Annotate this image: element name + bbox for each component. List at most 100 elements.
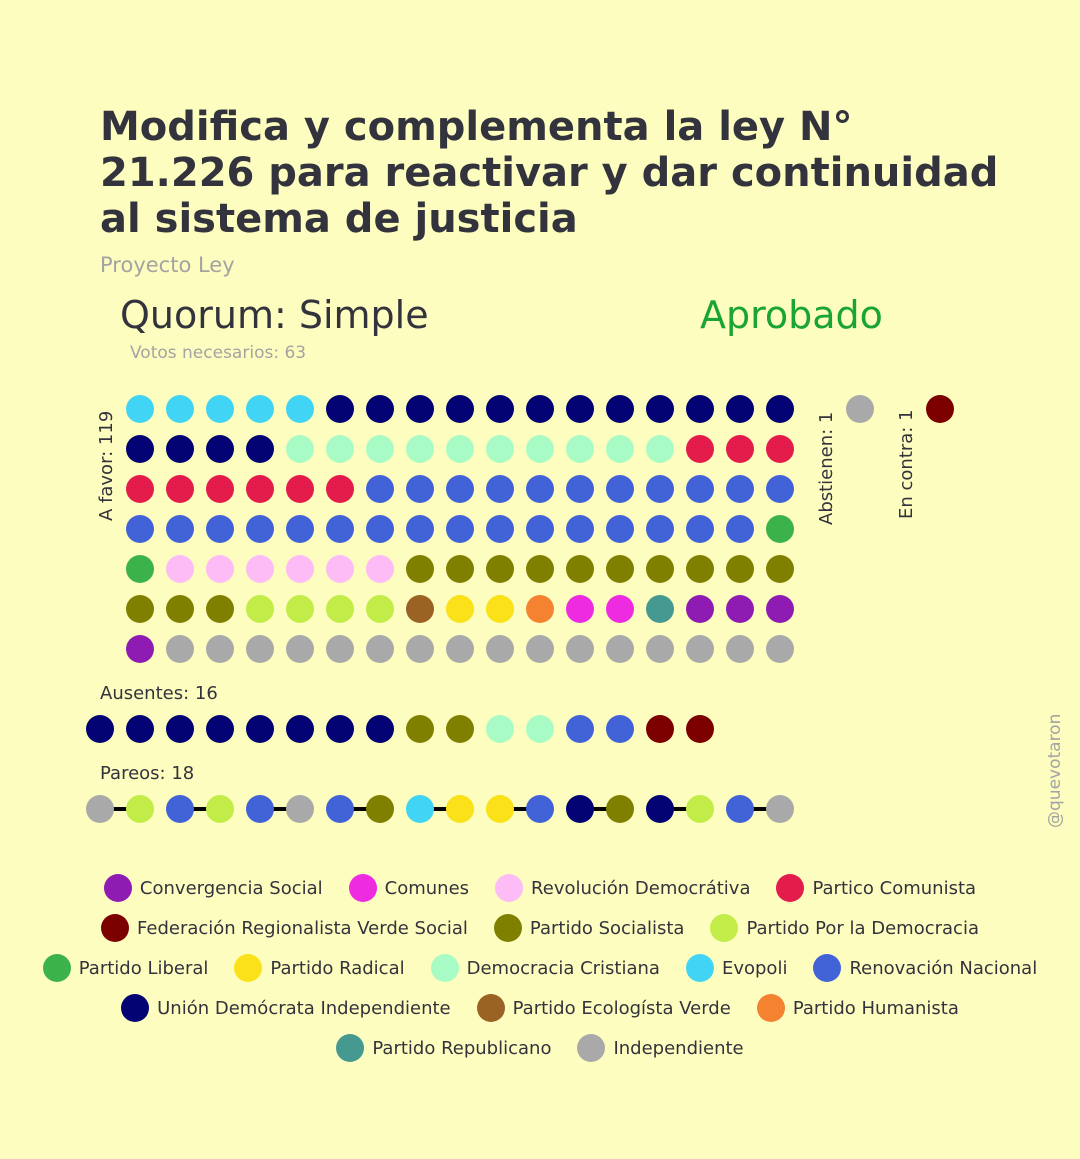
pair-dot [486,795,514,823]
legend-label: Partido Por la Democracia [746,917,979,939]
vote-favor-dot [166,555,194,583]
vote-favor-dot [446,515,474,543]
vote-favor-dot [486,555,514,583]
vote-favor-dot [326,395,354,423]
vote-favor-dot [486,515,514,543]
absent-dot [606,715,634,743]
vote-favor-dot [126,395,154,423]
quorum-label: Quorum: Simple [120,293,429,337]
vote-favor-dot [606,595,634,623]
legend-label: Revolución Democrátiva [531,877,751,899]
vote-favor-dot [286,515,314,543]
vote-favor-dot [606,395,634,423]
vote-favor-dot [446,435,474,463]
result-status: Aprobado [700,293,883,337]
legend-item: Federación Regionalista Verde Social [101,914,468,942]
pair-dot [366,795,394,823]
vote-abstain-dot [846,395,874,423]
absent-dot [326,715,354,743]
pairs-label: Pareos: 18 [100,763,195,784]
vote-favor-dot [486,395,514,423]
favor-label: A favor: 119 [96,410,117,521]
legend-label: Partido Liberal [78,957,209,979]
legend-item: Democracia Cristiana [430,954,660,982]
vote-favor-dot [366,515,394,543]
vote-favor-dot [566,515,594,543]
vote-favor-dot [646,475,674,503]
vote-favor-dot [286,595,314,623]
absent-dot [126,715,154,743]
legend-label: Partido Republicano [372,1037,552,1059]
legend-label: Renovación Nacional [849,957,1038,979]
legend-swatch [103,874,132,902]
vote-favor-dot [286,635,314,663]
vote-favor-dot [726,475,754,503]
vote-favor-dot [126,595,154,623]
vote-favor-dot [246,515,274,543]
vote-favor-dot [606,635,634,663]
vote-favor-dot [206,475,234,503]
vote-favor-dot [486,595,514,623]
pair-dot [606,795,634,823]
absent-dot [406,715,434,743]
vote-favor-dot [166,595,194,623]
pair-connector [180,807,220,811]
legend-swatch [476,994,505,1022]
vote-favor-dot [326,555,354,583]
legend-row: Federación Regionalista Verde Social Part… [0,908,1080,948]
legend-item: Partido Radical [234,954,405,982]
vote-favor-dot [646,515,674,543]
pair-connector [660,807,700,811]
vote-favor-dot [766,595,794,623]
vote-favor-dot [686,395,714,423]
pair-connector [340,807,380,811]
vote-favor-dot [206,635,234,663]
vote-favor-dot [566,395,594,423]
vote-favor-dot [526,475,554,503]
legend-label: Independiente [613,1037,744,1059]
vote-favor-dot [166,515,194,543]
absent-dot [286,715,314,743]
absent-dot [646,715,674,743]
vote-favor-dot [526,435,554,463]
legend-label: Partido Socialista [529,917,685,939]
vote-favor-dot [206,595,234,623]
vote-favor-dot [526,515,554,543]
vote-favor-dot [686,635,714,663]
vote-favor-dot [166,435,194,463]
pair-dot [206,795,234,823]
vote-favor-dot [246,395,274,423]
vote-favor-dot [446,395,474,423]
against-label: En contra: 1 [896,409,917,519]
vote-favor-dot [246,435,274,463]
legend-item: Partido Socialista [493,914,685,942]
pair-dot [526,795,554,823]
vote-favor-dot [246,555,274,583]
legend-item: Independiente [577,1034,744,1062]
vote-favor-dot [406,475,434,503]
vote-favor-dot [326,475,354,503]
vote-favor-dot [446,635,474,663]
vote-favor-dot [686,555,714,583]
legend-item: Convergencia Social [103,874,323,902]
legend-label: Convergencia Social [139,877,323,899]
absent-dot [366,715,394,743]
vote-favor-dot [726,395,754,423]
vote-favor-dot [526,635,554,663]
vote-favor-dot [406,395,434,423]
vote-favor-dot [486,435,514,463]
legend-item: Partido Liberal [42,954,209,982]
vote-favor-dot [366,395,394,423]
party-legend: Convergencia Social Comunes Revolución Dem… [0,868,1080,1068]
legend-label: Partido Humanista [792,997,959,1019]
vote-favor-dot [766,555,794,583]
pair-dot [686,795,714,823]
absent-dot [486,715,514,743]
vote-favor-dot [486,635,514,663]
legend-swatch [685,954,714,982]
legend-swatch [430,954,459,982]
legend-item: Revolución Democrátiva [495,874,750,902]
vote-favor-dot [166,475,194,503]
legend-swatch [813,954,842,982]
legend-swatch [577,1034,606,1062]
